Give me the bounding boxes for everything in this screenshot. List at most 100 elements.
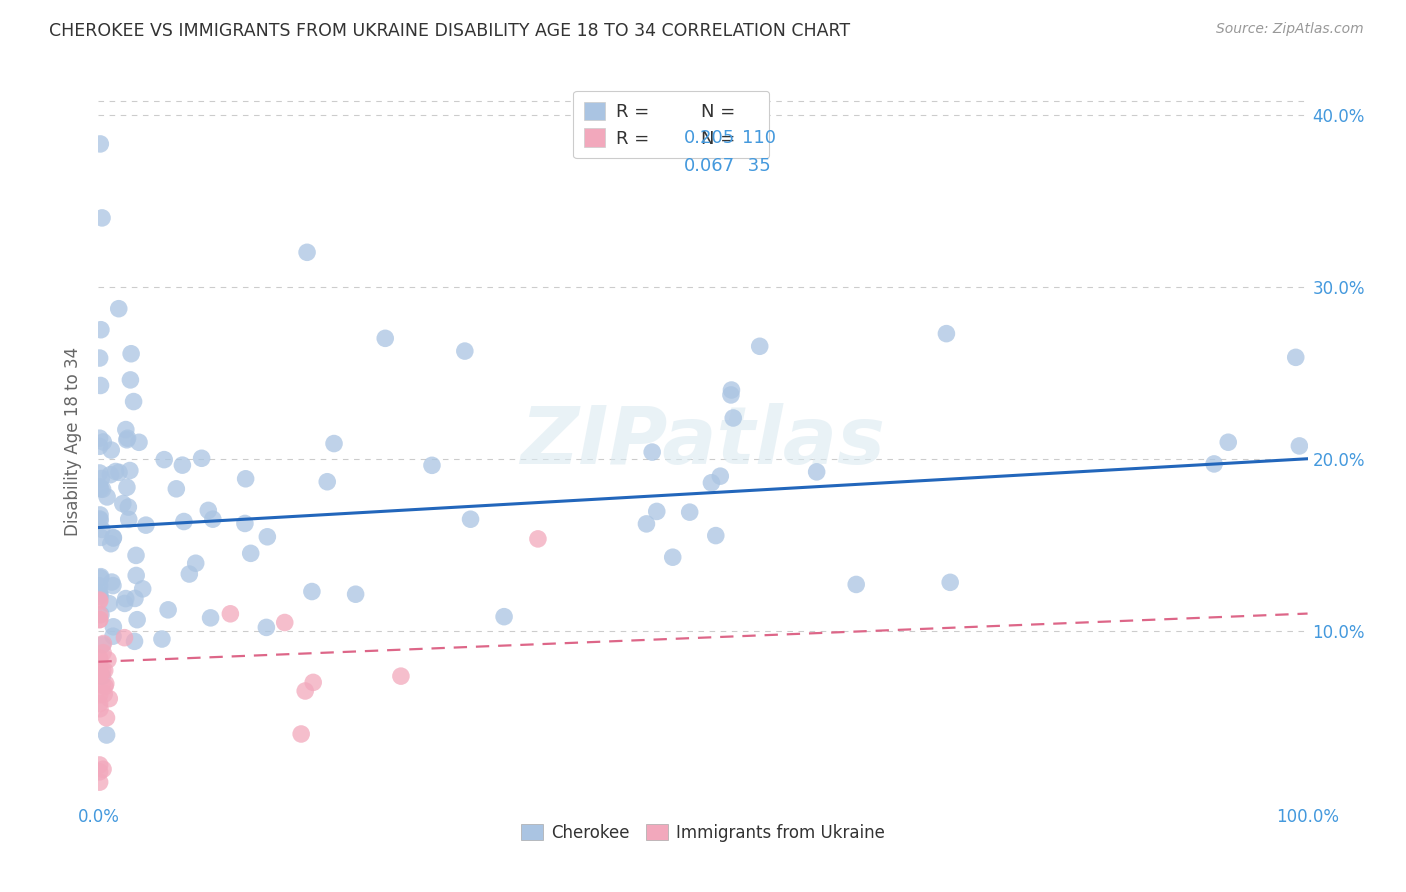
Point: [939, 575, 962, 590]
Point: [101, 579, 124, 593]
Point: [1218, 435, 1240, 450]
Point: [114, 596, 136, 610]
Point: [679, 505, 702, 519]
Point: [89, 697, 111, 711]
Point: [219, 607, 242, 621]
Point: [90, 530, 112, 544]
Point: [709, 469, 731, 483]
Point: [122, 394, 145, 409]
Point: [101, 575, 124, 590]
Point: [96, 728, 118, 742]
Point: [184, 556, 207, 570]
Point: [98, 691, 121, 706]
Point: [91, 638, 114, 652]
Point: [90, 522, 112, 536]
Point: [301, 584, 323, 599]
Point: [94, 677, 117, 691]
Point: [125, 549, 148, 563]
Point: [294, 684, 316, 698]
Point: [98, 597, 121, 611]
Point: [89, 571, 111, 585]
Point: [103, 531, 125, 545]
Text: ZIPatlas: ZIPatlas: [520, 402, 886, 481]
Point: [101, 629, 124, 643]
Point: [120, 347, 142, 361]
Point: [806, 465, 828, 479]
Point: [90, 607, 112, 622]
Point: [150, 632, 173, 646]
Point: [91, 434, 114, 449]
Point: [128, 435, 150, 450]
Text: CHEROKEE VS IMMIGRANTS FROM UKRAINE DISABILITY AGE 18 TO 34 CORRELATION CHART: CHEROKEE VS IMMIGRANTS FROM UKRAINE DISA…: [49, 22, 851, 40]
Point: [114, 423, 136, 437]
Point: [89, 688, 111, 702]
Point: [93, 687, 115, 701]
Point: [89, 594, 111, 608]
Point: [172, 458, 194, 472]
Point: [118, 512, 141, 526]
Point: [98, 467, 121, 482]
Point: [120, 373, 142, 387]
Point: [96, 711, 118, 725]
Point: [127, 613, 149, 627]
Point: [91, 678, 114, 692]
Point: [108, 466, 131, 480]
Point: [179, 567, 201, 582]
Point: [115, 480, 138, 494]
Point: [1285, 351, 1308, 365]
Point: [89, 667, 111, 681]
Text: 35: 35: [741, 157, 770, 175]
Text: 0.067: 0.067: [685, 157, 735, 175]
Point: [374, 331, 396, 345]
Point: [100, 537, 122, 551]
Point: [104, 465, 127, 479]
Point: [103, 620, 125, 634]
Point: [96, 490, 118, 504]
Point: [173, 515, 195, 529]
Point: [115, 433, 138, 447]
Point: [94, 679, 117, 693]
Point: [91, 482, 114, 496]
Point: [89, 653, 111, 667]
Point: [641, 445, 664, 459]
Point: [89, 702, 111, 716]
Point: [100, 443, 122, 458]
Point: [89, 513, 111, 527]
Point: [720, 388, 742, 402]
Point: [89, 589, 111, 603]
Point: [89, 508, 111, 522]
Point: [89, 431, 111, 445]
Point: [704, 528, 727, 542]
Point: [89, 512, 111, 526]
Point: [239, 546, 262, 560]
Point: [233, 516, 256, 531]
Point: [89, 764, 111, 779]
Point: [165, 482, 187, 496]
Point: [114, 631, 136, 645]
Point: [89, 758, 111, 772]
Point: [124, 634, 146, 648]
Point: [89, 587, 111, 601]
Y-axis label: Disability Age 18 to 34: Disability Age 18 to 34: [65, 347, 83, 536]
Point: [89, 439, 111, 453]
Point: [93, 636, 115, 650]
Point: [91, 646, 114, 660]
Point: [494, 609, 516, 624]
Point: [89, 593, 111, 607]
Text: 110: 110: [741, 128, 776, 146]
Point: [290, 727, 312, 741]
Point: [89, 351, 111, 365]
Point: [302, 675, 325, 690]
Point: [661, 550, 683, 565]
Point: [1288, 439, 1310, 453]
Point: [89, 585, 111, 599]
Point: [89, 650, 111, 665]
Point: [131, 582, 153, 596]
Point: [527, 532, 550, 546]
Point: [97, 653, 120, 667]
Text: 0.205: 0.205: [685, 128, 735, 146]
Point: [118, 463, 141, 477]
Point: [90, 665, 112, 680]
Point: [91, 762, 114, 776]
Point: [153, 452, 176, 467]
